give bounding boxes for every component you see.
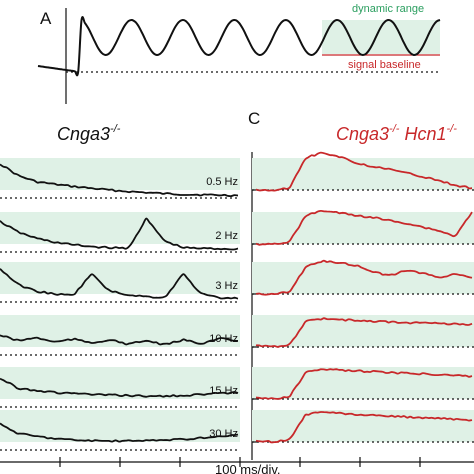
panel-b-trace	[0, 377, 239, 398]
panel-a: A dynamic range signal baseline	[37, 3, 441, 104]
panel-b-shade-row	[0, 158, 240, 190]
frequency-label: 30 Hz	[209, 428, 238, 440]
panel-letter-c: C	[248, 109, 260, 128]
panel-c-trace	[255, 259, 473, 296]
panel-b-trace	[0, 163, 239, 198]
panel-b-trace	[0, 334, 239, 346]
frequency-label: 10 Hz	[209, 333, 238, 345]
genotype-title-c: Cnga3-/- Hcn1-/-	[336, 123, 457, 144]
panel-b-shade-row	[0, 262, 240, 294]
panel-c-trace	[255, 411, 473, 444]
time-scale-ticks	[59, 457, 421, 467]
panel-b-trace	[0, 422, 239, 443]
dynamic-range-label: dynamic range	[352, 3, 424, 15]
panel-c-shade-row	[252, 158, 474, 190]
time-scale: 100 ms/div.	[0, 457, 474, 474]
time-scale-label: 100 ms/div.	[215, 462, 281, 474]
panel-b-trace	[0, 217, 239, 251]
panel-letter-a: A	[40, 9, 52, 28]
panel-a-trace	[37, 16, 441, 77]
frequency-label: 2 Hz	[215, 230, 238, 242]
panel-c-trace	[255, 209, 473, 246]
frequency-label: 0.5 Hz	[206, 176, 238, 188]
panel-b-rows: 0.5 Hz 2 Hz 3 Hz 10 Hz 15 Hz 30 Hz	[0, 158, 240, 451]
panel-c-rows	[252, 151, 474, 444]
panel-c-trace	[255, 151, 473, 192]
signal-baseline-label: signal baseline	[348, 59, 421, 71]
genotype-title-b: Cnga3-/-	[57, 123, 121, 144]
frequency-label: 15 Hz	[209, 385, 238, 397]
panel-b-shade-row	[0, 212, 240, 244]
panel-b-trace	[0, 268, 239, 300]
panel-b-shade-row	[0, 410, 240, 442]
panel-c-trace	[255, 368, 473, 400]
frequency-label: 3 Hz	[215, 280, 238, 292]
panel-c-trace	[255, 317, 473, 348]
